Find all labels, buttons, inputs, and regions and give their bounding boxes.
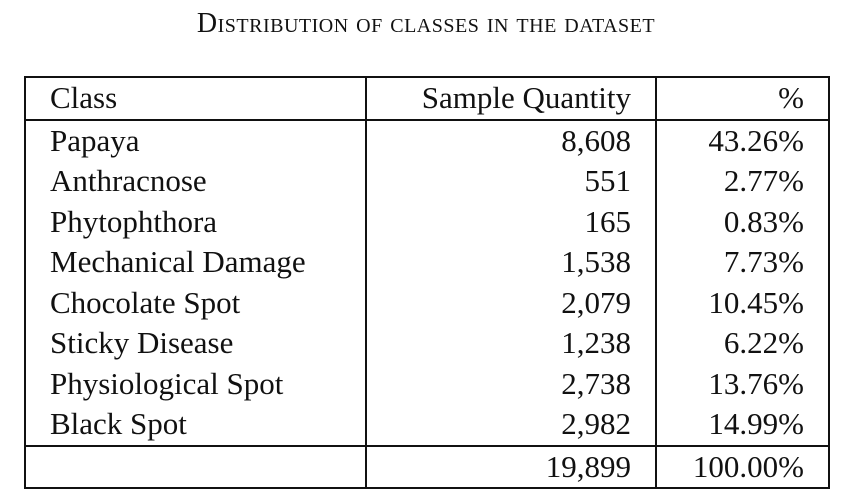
cell-percent: 2.77%: [655, 161, 830, 202]
header-percent: %: [655, 76, 830, 121]
cell-percent: 10.45%: [655, 282, 830, 323]
total-class: [24, 444, 367, 489]
cell-class: Sticky Disease: [24, 323, 367, 364]
table-row: Mechanical Damage 1,538 7.73%: [24, 242, 830, 283]
cell-class: Phytophthora: [24, 201, 367, 242]
cell-percent: 7.73%: [655, 242, 830, 283]
cell-quantity: 2,982: [365, 404, 657, 446]
header-sample-quantity: Sample Quantity: [365, 76, 657, 121]
table-row: Chocolate Spot 2,079 10.45%: [24, 282, 830, 323]
cell-percent: 0.83%: [655, 201, 830, 242]
total-percent: 100.00%: [655, 444, 830, 489]
cell-class: Anthracnose: [24, 161, 367, 202]
table-row: Black Spot 2,982 14.99%: [24, 404, 830, 446]
total-quantity: 19,899: [365, 444, 657, 489]
cell-class: Mechanical Damage: [24, 242, 367, 283]
table-caption: Distribution of classes in the dataset: [196, 8, 656, 39]
table-row: Sticky Disease 1,238 6.22%: [24, 323, 830, 364]
cell-percent: 14.99%: [655, 404, 830, 446]
cell-quantity: 551: [365, 161, 657, 202]
total-row: 19,899 100.00%: [24, 444, 830, 489]
cell-class: Papaya: [24, 119, 367, 161]
cell-percent: 6.22%: [655, 323, 830, 364]
cell-quantity: 1,238: [365, 323, 657, 364]
class-distribution-table: Class Sample Quantity % Papaya 8,608 43.…: [24, 76, 830, 489]
cell-percent: 43.26%: [655, 119, 830, 161]
cell-class: Chocolate Spot: [24, 282, 367, 323]
table-row: Papaya 8,608 43.26%: [24, 119, 830, 161]
header-row: Class Sample Quantity %: [24, 76, 830, 121]
cell-percent: 13.76%: [655, 363, 830, 404]
table-row: Anthracnose 551 2.77%: [24, 161, 830, 202]
cell-quantity: 165: [365, 201, 657, 242]
cell-class: Physiological Spot: [24, 363, 367, 404]
cell-quantity: 2,079: [365, 282, 657, 323]
cell-quantity: 2,738: [365, 363, 657, 404]
cell-quantity: 1,538: [365, 242, 657, 283]
header-class: Class: [24, 76, 367, 121]
table-row: Physiological Spot 2,738 13.76%: [24, 363, 830, 404]
cell-class: Black Spot: [24, 404, 367, 446]
cell-quantity: 8,608: [365, 119, 657, 161]
table-row: Phytophthora 165 0.83%: [24, 201, 830, 242]
